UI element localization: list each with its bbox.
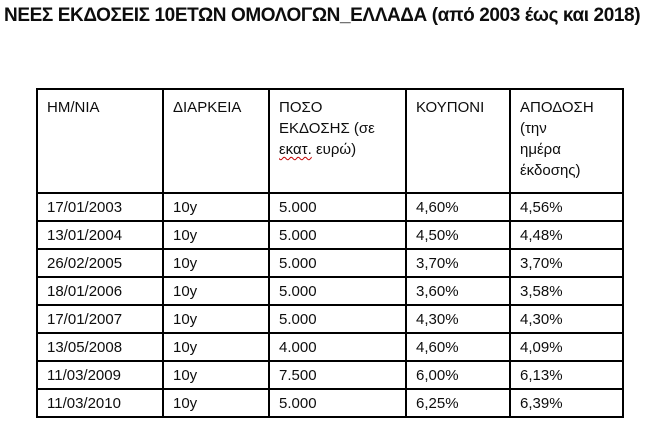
cell-duration: 10y — [162, 220, 270, 250]
cell-date: 13/05/2008 — [36, 332, 164, 362]
cell-duration: 10y — [162, 360, 270, 390]
header-duration: ΔΙΑΡΚΕΙΑ — [162, 88, 270, 194]
cell-yield: 4,48% — [509, 220, 624, 250]
header-date: ΗΜ/ΝΙΑ — [36, 88, 164, 194]
cell-issue-amount: 7.500 — [268, 360, 407, 390]
cell-yield: 6,13% — [509, 360, 624, 390]
cell-coupon: 3,60% — [405, 276, 511, 306]
cell-date: 11/03/2009 — [36, 360, 164, 390]
cell-date: 11/03/2010 — [36, 388, 164, 418]
header-yield: ΑΠΟΔΟΣΗ (την ημέρα έκδοσης) — [509, 88, 624, 194]
cell-coupon: 4,50% — [405, 220, 511, 250]
cell-duration: 10y — [162, 388, 270, 418]
table-row: 17/01/2003 10y 5.000 4,60% 4,56% — [36, 192, 624, 222]
table-header-row: ΗΜ/ΝΙΑ ΔΙΑΡΚΕΙΑ ΠΟΣΟ ΕΚΔΟΣΗΣ (σε εκατ. ε… — [36, 88, 624, 194]
cell-duration: 10y — [162, 332, 270, 362]
cell-yield: 4,09% — [509, 332, 624, 362]
cell-date: 26/02/2005 — [36, 248, 164, 278]
cell-duration: 10y — [162, 248, 270, 278]
page-title: ΝΕΕΣ ΕΚΔΟΣΕΙΣ 10ΕΤΩΝ ΟΜΟΛΟΓΩΝ_ΕΛΛΑΔΑ (απ… — [4, 5, 641, 26]
table-body: 17/01/2003 10y 5.000 4,60% 4,56% 13/01/2… — [36, 192, 624, 418]
cell-date: 17/01/2003 — [36, 192, 164, 222]
cell-yield: 4,56% — [509, 192, 624, 222]
cell-coupon: 4,60% — [405, 332, 511, 362]
header-coupon: ΚΟΥΠΟΝΙ — [405, 88, 511, 194]
cell-duration: 10y — [162, 276, 270, 306]
table-row: 13/05/2008 10y 4.000 4,60% 4,09% — [36, 332, 624, 362]
cell-issue-amount: 5.000 — [268, 304, 407, 334]
cell-date: 18/01/2006 — [36, 276, 164, 306]
bond-issues-table: ΗΜ/ΝΙΑ ΔΙΑΡΚΕΙΑ ΠΟΣΟ ΕΚΔΟΣΗΣ (σε εκατ. ε… — [36, 88, 624, 418]
cell-yield: 4,30% — [509, 304, 624, 334]
table-row: 17/01/2007 10y 5.000 4,30% 4,30% — [36, 304, 624, 334]
table-row: 11/03/2010 10y 5.000 6,25% 6,39% — [36, 388, 624, 418]
cell-coupon: 4,60% — [405, 192, 511, 222]
table-row: 26/02/2005 10y 5.000 3,70% 3,70% — [36, 248, 624, 278]
cell-issue-amount: 5.000 — [268, 388, 407, 418]
header-issue-amount-text: ΠΟΣΟ ΕΚΔΟΣΗΣ (σε — [279, 99, 375, 137]
cell-coupon: 4,30% — [405, 304, 511, 334]
cell-duration: 10y — [162, 304, 270, 334]
header-issue-amount-suffix: ευρώ) — [311, 141, 357, 158]
cell-coupon: 6,25% — [405, 388, 511, 418]
cell-issue-amount: 5.000 — [268, 220, 407, 250]
cell-yield: 3,70% — [509, 248, 624, 278]
table-row: 18/01/2006 10y 5.000 3,60% 3,58% — [36, 276, 624, 306]
cell-coupon: 6,00% — [405, 360, 511, 390]
header-issue-amount-misspelled-word: εκατ. — [279, 141, 312, 158]
cell-issue-amount: 5.000 — [268, 276, 407, 306]
cell-duration: 10y — [162, 192, 270, 222]
cell-yield: 3,58% — [509, 276, 624, 306]
cell-date: 17/01/2007 — [36, 304, 164, 334]
cell-issue-amount: 5.000 — [268, 192, 407, 222]
table-row: 13/01/2004 10y 5.000 4,50% 4,48% — [36, 220, 624, 250]
cell-issue-amount: 5.000 — [268, 248, 407, 278]
cell-issue-amount: 4.000 — [268, 332, 407, 362]
cell-yield: 6,39% — [509, 388, 624, 418]
header-issue-amount: ΠΟΣΟ ΕΚΔΟΣΗΣ (σε εκατ. ευρώ) — [268, 88, 407, 194]
cell-coupon: 3,70% — [405, 248, 511, 278]
table-row: 11/03/2009 10y 7.500 6,00% 6,13% — [36, 360, 624, 390]
cell-date: 13/01/2004 — [36, 220, 164, 250]
